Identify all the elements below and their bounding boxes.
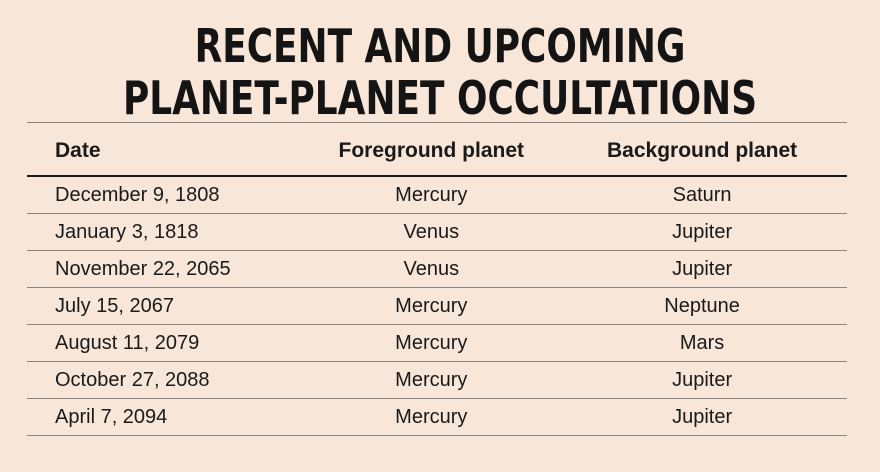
top-rule [27, 122, 847, 123]
date-cell: November 22, 2065 [27, 250, 306, 288]
date-cell: July 15, 2067 [27, 287, 306, 325]
page-title: RECENT AND UPCOMING PLANET-PLANET OCCULT… [97, 20, 783, 124]
header-date: Date [27, 123, 306, 177]
background-cell: Jupiter [557, 213, 847, 251]
table-row: December 9, 1808 Mercury Saturn [27, 176, 847, 214]
foreground-cell: Venus [305, 250, 558, 288]
header-foreground: Foreground planet [305, 123, 558, 177]
date-cell: October 27, 2088 [27, 361, 306, 399]
foreground-cell: Mercury [305, 324, 558, 362]
title-line-1: RECENT AND UPCOMING [194, 19, 686, 73]
table-row: January 3, 1818 Venus Jupiter [27, 213, 847, 251]
table-row: August 11, 2079 Mercury Mars [27, 324, 847, 362]
background-cell: Mars [557, 324, 847, 362]
background-cell: Jupiter [557, 398, 847, 436]
table-row: July 15, 2067 Mercury Neptune [27, 287, 847, 325]
date-cell: April 7, 2094 [27, 398, 306, 436]
foreground-cell: Mercury [305, 398, 558, 436]
table-row: October 27, 2088 Mercury Jupiter [27, 361, 847, 399]
background-cell: Saturn [557, 176, 847, 214]
background-cell: Neptune [557, 287, 847, 325]
table-row: April 7, 2094 Mercury Jupiter [27, 398, 847, 436]
background-cell: Jupiter [557, 361, 847, 399]
header-background: Background planet [557, 123, 847, 177]
foreground-cell: Mercury [305, 176, 558, 214]
date-cell: August 11, 2079 [27, 324, 306, 362]
foreground-cell: Mercury [305, 361, 558, 399]
table-row: November 22, 2065 Venus Jupiter [27, 250, 847, 288]
foreground-cell: Venus [305, 213, 558, 251]
date-cell: January 3, 1818 [27, 213, 306, 251]
title-line-2: PLANET-PLANET OCCULTATIONS [122, 71, 758, 125]
occultations-table: Date Foreground planet Background planet… [27, 122, 847, 436]
foreground-cell: Mercury [305, 287, 558, 325]
header-row: Date Foreground planet Background planet [27, 123, 847, 177]
background-cell: Jupiter [557, 250, 847, 288]
date-cell: December 9, 1808 [27, 176, 306, 214]
